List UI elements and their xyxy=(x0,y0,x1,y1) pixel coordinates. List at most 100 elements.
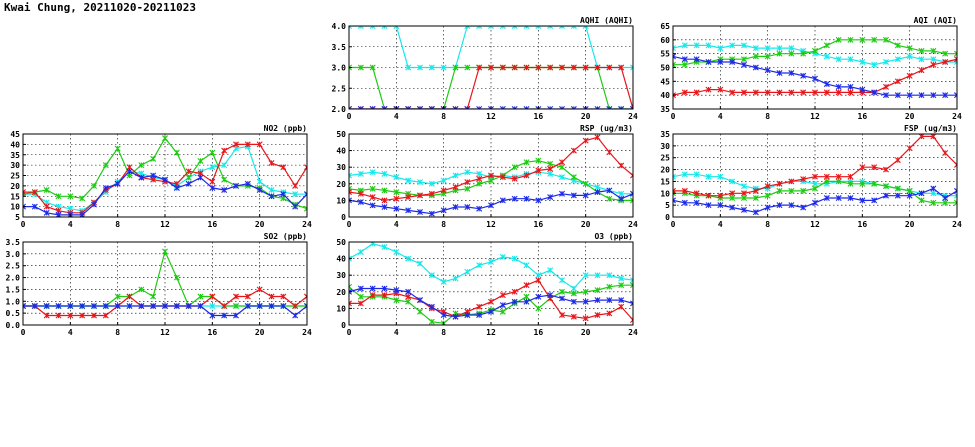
blue-point xyxy=(488,308,494,315)
green-point xyxy=(488,177,494,184)
blue-point xyxy=(369,285,376,292)
x-tick-label: 20 xyxy=(581,220,591,229)
red-point xyxy=(741,89,747,96)
blue-point xyxy=(559,190,565,197)
red-point xyxy=(764,183,771,190)
green-point xyxy=(304,205,307,212)
green-point xyxy=(942,50,949,57)
red-point xyxy=(883,166,889,173)
green-point xyxy=(741,56,747,63)
cyan-point xyxy=(440,64,447,71)
cyan-point xyxy=(452,275,459,282)
red-point xyxy=(393,195,400,202)
blue-point xyxy=(209,312,216,319)
x-tick-label: 0 xyxy=(21,220,26,229)
blue-point xyxy=(369,202,376,209)
green-point xyxy=(681,61,688,68)
green-point xyxy=(764,192,771,199)
green-point xyxy=(55,193,62,200)
blue-point xyxy=(102,184,109,191)
blue-point xyxy=(954,187,957,194)
page-title: Kwai Chung, 20211020-20211023 xyxy=(4,1,197,14)
blue-point xyxy=(630,300,633,307)
y-tick-label: 0 xyxy=(341,213,346,222)
cyan-point xyxy=(788,45,795,52)
y-tick-label: 50 xyxy=(660,64,670,73)
blue-point xyxy=(752,209,759,216)
red-point xyxy=(357,190,364,197)
green-point xyxy=(800,50,807,57)
green-point xyxy=(883,183,889,190)
red-point xyxy=(476,303,483,310)
x-tick-label: 4 xyxy=(68,328,73,337)
y-tick-label: 35 xyxy=(10,151,20,160)
cyan-point xyxy=(559,26,565,29)
x-tick-label: 16 xyxy=(534,328,544,337)
blue-point xyxy=(349,197,352,204)
x-tick-label: 24 xyxy=(952,112,962,121)
cyan-point xyxy=(535,272,542,279)
red-point xyxy=(776,89,783,96)
red-point xyxy=(357,300,364,307)
y-tick-label: 10 xyxy=(336,304,346,313)
blue-point xyxy=(523,106,530,109)
green-point xyxy=(906,45,913,52)
blue-point xyxy=(606,297,613,304)
blue-point xyxy=(405,288,412,295)
green-point xyxy=(630,282,633,289)
blue-point xyxy=(79,303,86,310)
x-tick-label: 12 xyxy=(486,112,496,121)
blue-point xyxy=(55,303,62,310)
green-point xyxy=(800,187,807,194)
green-point xyxy=(452,64,459,71)
red-point xyxy=(582,315,589,322)
blue-point xyxy=(102,303,109,310)
blue-point xyxy=(618,106,625,109)
green-point xyxy=(954,50,957,57)
blue-point xyxy=(304,191,307,198)
x-tick-label: 8 xyxy=(441,220,446,229)
x-tick-label: 24 xyxy=(628,328,638,337)
y-tick-label: 40 xyxy=(336,255,346,264)
blue-point xyxy=(883,192,889,199)
blue-point xyxy=(535,197,542,204)
y-tick-label: 1.5 xyxy=(6,285,21,294)
red-point xyxy=(606,149,613,156)
red-point xyxy=(268,160,275,167)
red-point xyxy=(673,187,676,194)
blue-point xyxy=(788,202,795,209)
cyan-point xyxy=(570,285,577,292)
blue-point xyxy=(918,92,925,99)
blue-point xyxy=(476,312,483,319)
green-point xyxy=(871,180,878,187)
green-point xyxy=(630,197,633,204)
blue-point xyxy=(23,303,26,310)
y-tick-label: 3.5 xyxy=(332,43,347,52)
blue-point xyxy=(393,287,400,294)
green-point xyxy=(197,157,204,164)
red-point xyxy=(894,157,901,164)
cyan-point xyxy=(594,272,601,279)
green-point xyxy=(930,47,937,54)
x-tick-label: 24 xyxy=(952,220,962,229)
blue-point xyxy=(752,64,759,71)
green-point xyxy=(618,282,625,289)
blue-point xyxy=(847,195,854,202)
red-point xyxy=(681,89,688,96)
red-point xyxy=(292,303,299,310)
x-tick-label: 12 xyxy=(486,220,496,229)
y-tick-label: 4.0 xyxy=(332,22,347,31)
cyan-point xyxy=(717,45,724,52)
x-tick-label: 12 xyxy=(160,220,170,229)
red-point xyxy=(369,194,376,201)
red-point xyxy=(405,194,412,201)
red-point xyxy=(488,298,494,305)
blue-point xyxy=(511,195,518,202)
x-tick-label: 4 xyxy=(394,220,399,229)
blue-point xyxy=(630,190,633,197)
cyan-point xyxy=(511,255,518,262)
y-tick-label: 0.0 xyxy=(6,321,21,330)
cyan-point xyxy=(681,171,688,178)
blue-point xyxy=(428,210,435,217)
blue-point xyxy=(197,303,204,310)
